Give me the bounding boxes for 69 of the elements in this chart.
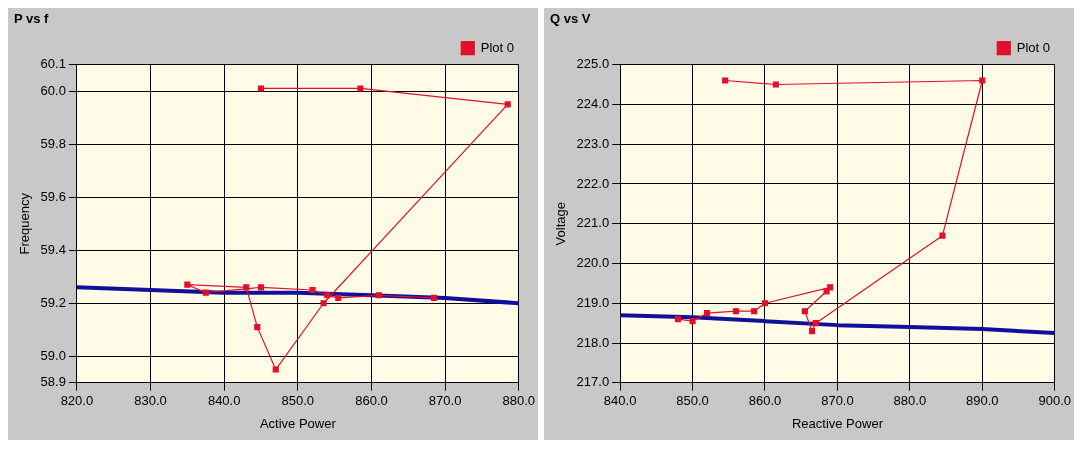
point: [257, 284, 265, 291]
x-tick-label: 860.0: [748, 393, 782, 409]
y-tick-label: 59.0: [40, 347, 66, 363]
y-tick-label: 221.0: [576, 215, 610, 231]
y-tick-label: 218.0: [576, 334, 610, 350]
legend-label: Plot 0: [480, 39, 515, 55]
point: [430, 294, 438, 302]
point: [243, 284, 250, 291]
point: [254, 324, 261, 331]
point: [689, 318, 696, 325]
x-tick-label: 830.0: [134, 393, 167, 409]
point: [257, 85, 265, 92]
point: [722, 77, 729, 84]
y-tick-label: 225.0: [576, 56, 610, 72]
x-tick-label: 880.0: [502, 393, 536, 409]
point: [272, 366, 279, 373]
point: [184, 281, 191, 288]
x-tick-label: 840.0: [207, 393, 241, 409]
y-tick-label: 59.6: [40, 188, 66, 204]
y-axis-title: Voltage: [553, 202, 569, 246]
point: [335, 294, 342, 302]
point: [324, 292, 331, 299]
x-tick-label: 860.0: [355, 393, 388, 409]
y-tick-label: 59.4: [40, 241, 66, 257]
x-tick-label: 850.0: [676, 393, 709, 409]
point: [751, 308, 758, 315]
point: [809, 328, 816, 335]
point: [375, 292, 382, 299]
y-tick-label: 224.0: [576, 95, 610, 111]
point: [827, 284, 834, 291]
x-tick-label: 880.0: [893, 393, 927, 409]
y-tick-label: 222.0: [576, 175, 610, 191]
y-tick-label: 217.0: [576, 374, 610, 390]
x-tick-label: 820.0: [60, 393, 94, 409]
y-tick-label: 59.2: [40, 294, 66, 310]
point: [320, 300, 327, 307]
x-tick-label: 890.0: [966, 393, 999, 409]
point: [675, 316, 682, 323]
y-tick-label: 220.0: [576, 255, 610, 271]
point: [823, 288, 830, 295]
y-tick-label: 59.8: [40, 135, 66, 151]
x-tick-label: 870.0: [428, 393, 462, 409]
x-axis-title: Reactive Power: [791, 415, 884, 431]
x-tick-label: 840.0: [603, 393, 637, 409]
y-axis-title: Frequency: [17, 192, 33, 255]
point: [761, 300, 769, 307]
point: [732, 308, 740, 315]
point: [504, 101, 511, 108]
y-tick-label: 60.0: [40, 82, 66, 98]
y-tick-label: 58.9: [40, 374, 66, 390]
legend-label: Plot 0: [1016, 39, 1051, 55]
point: [979, 77, 986, 84]
point: [703, 310, 711, 317]
point: [772, 81, 779, 88]
point: [801, 308, 808, 315]
x-tick-label: 870.0: [821, 393, 854, 409]
x-axis-title: Active Power: [259, 415, 337, 431]
point: [812, 320, 819, 327]
point: [202, 289, 209, 296]
x-tick-label: 850.0: [281, 393, 315, 409]
point: [939, 232, 946, 239]
x-tick-label: 900.0: [1038, 393, 1072, 409]
y-tick-label: 60.1: [40, 56, 66, 72]
y-tick-label: 223.0: [576, 135, 610, 151]
point: [357, 85, 364, 92]
point: [309, 286, 316, 294]
chart-title: Q vs V: [550, 11, 591, 27]
chart-title: P vs f: [14, 11, 50, 27]
y-tick-label: 219.0: [576, 294, 610, 310]
